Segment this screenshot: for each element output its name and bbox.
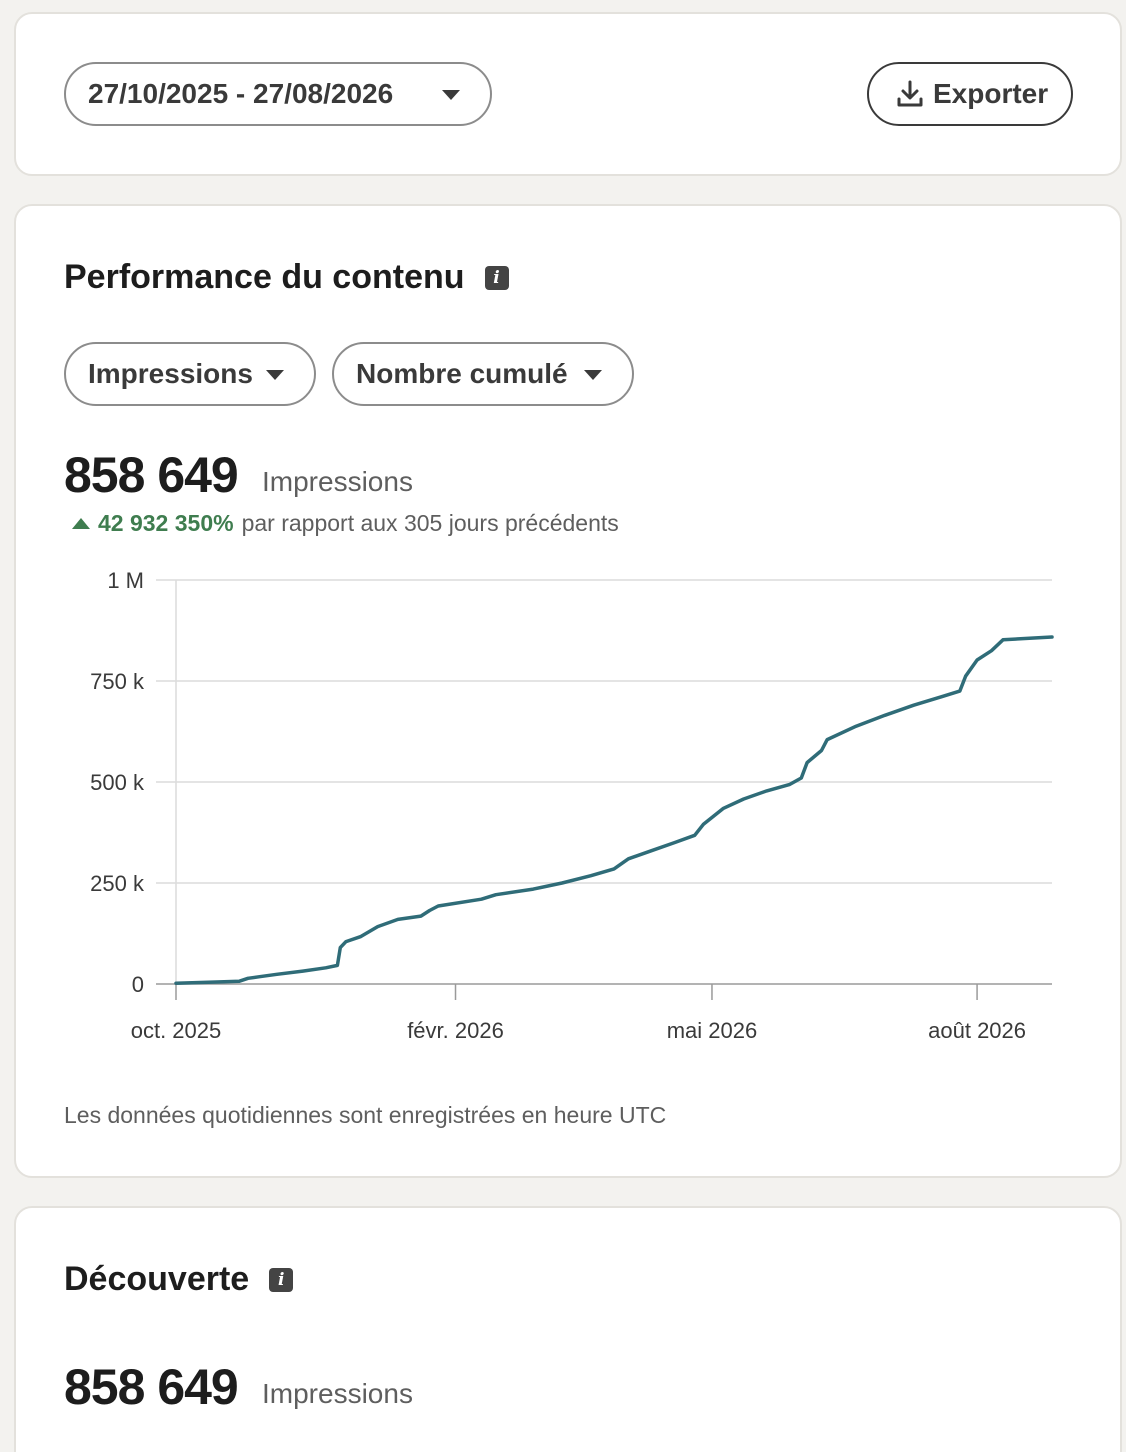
impressions-series-line [174,635,1054,985]
trend-value: 42 932 350% [98,510,234,536]
metric-select[interactable]: Impressions [64,342,316,406]
performance-title: Performance du contenu [64,258,465,296]
utc-footnote: Les données quotidiennes sont enregistré… [64,1102,667,1128]
discovery-card: Découverte i 858 649 Impressions [14,1206,1122,1452]
x-tick-label: août 2026 [928,1018,1026,1043]
total-impressions-unit: Impressions [262,466,413,497]
trend-text: par rapport aux 305 jours précédents [241,510,619,536]
section-title: Découverte i [64,1260,294,1299]
export-label: Exporter [933,78,1049,109]
impressions-line-chart: 0 250 k 500 k 750 k 1 M oct. 2025 févr. 2026 ma… [90,568,1054,1043]
y-tick-label: 1 M [107,568,144,593]
discovery-title: Découverte [64,1260,250,1298]
y-tick-label: 250 k [90,871,145,896]
section-title: Performance du contenu i [64,258,509,297]
y-tick-label: 750 k [90,669,145,694]
date-toolbar-card: 27/10/2025 - 27/08/2026 Exporter [14,12,1122,176]
chevron-down-icon [442,90,460,100]
trend-indicator: 42 932 350% par rapport aux 305 jours pr… [72,510,619,537]
date-range-select[interactable]: 27/10/2025 - 27/08/2026 [64,62,492,126]
info-icon[interactable]: i [269,1267,294,1292]
aggregation-select[interactable]: Nombre cumulé [332,342,634,406]
export-button[interactable]: Exporter [867,62,1073,126]
y-tick-label: 500 k [90,770,145,795]
discovery-impressions-value: 858 649 [64,1359,239,1415]
x-tick-label: févr. 2026 [407,1018,504,1043]
x-tick-label: mai 2026 [667,1018,758,1043]
info-icon[interactable]: i [484,265,509,290]
download-icon [897,80,923,107]
x-tick-label: oct. 2025 [131,1018,222,1043]
total-impressions-value: 858 649 [64,447,239,503]
aggregation-select-label: Nombre cumulé [356,358,568,389]
metric-select-label: Impressions [88,358,253,389]
discovery-impressions-unit: Impressions [262,1378,413,1409]
trend-up-icon [72,518,90,529]
y-tick-label: 0 [132,972,144,997]
content-performance-card: Performance du contenu i Impressions Nom… [14,204,1122,1178]
date-range-label: 27/10/2025 - 27/08/2026 [88,78,394,109]
chevron-down-icon [584,370,602,380]
chevron-down-icon [266,370,284,380]
